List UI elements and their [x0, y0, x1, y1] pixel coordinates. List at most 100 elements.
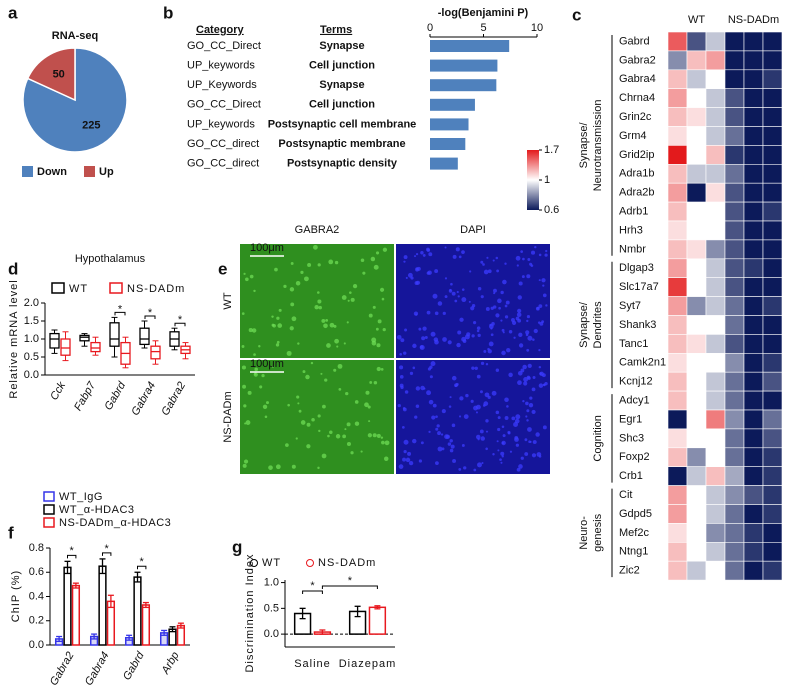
significance-label: *: [178, 314, 183, 326]
cell-speck: [432, 293, 438, 299]
y-tick-label: 1.0: [264, 576, 279, 588]
bar: [98, 565, 107, 646]
heatmap-cell: [667, 371, 688, 392]
cell-speck: [415, 404, 420, 409]
cell-speck: [527, 258, 531, 261]
heatmap-cell: [724, 258, 745, 278]
term-label: Synapse: [319, 79, 364, 91]
sig-bracket: [67, 554, 77, 559]
legend-swatch: [43, 491, 55, 502]
cell-speck: [444, 277, 448, 280]
cell-speck: [370, 256, 376, 262]
cell-speck: [434, 311, 439, 316]
cell-speck: [335, 434, 341, 439]
heatmap-cell: [762, 466, 783, 486]
heatmap-cell: [743, 466, 764, 486]
cell-speck: [422, 254, 426, 257]
cell-speck: [432, 403, 437, 408]
heatmap-cell: [724, 220, 745, 241]
cell-speck: [522, 257, 525, 261]
cell-speck: [434, 339, 439, 345]
x-tick-label: Gabrd: [102, 379, 128, 412]
x-tick-label: 5: [480, 22, 486, 34]
heatmap-cell: [686, 560, 707, 581]
heatmap-cell: [705, 277, 726, 297]
cell-speck: [449, 439, 453, 443]
cell-speck: [405, 457, 411, 463]
cell-speck: [241, 365, 246, 370]
cell-speck: [449, 396, 452, 399]
cell-speck: [506, 405, 509, 408]
cell-speck: [382, 247, 388, 252]
cell-speck: [375, 327, 379, 331]
bar: [430, 40, 510, 52]
cell-speck: [485, 362, 489, 366]
cell-speck: [300, 420, 306, 425]
heatmap-cell: [705, 315, 726, 335]
cell-speck: [452, 254, 457, 259]
gene-label: Grin2c: [619, 111, 652, 123]
scale-bar-label: 100μm: [250, 242, 284, 254]
cell-speck: [276, 340, 280, 344]
y-tick-label: 0.8: [29, 542, 44, 554]
cell-speck: [444, 434, 449, 440]
group-label: Synapse/: [578, 301, 590, 348]
heatmap-cell: [724, 88, 745, 108]
gene-label: Adcy1: [619, 394, 650, 406]
cell-speck: [500, 319, 503, 322]
cell-speck: [277, 323, 283, 328]
cell-speck: [429, 375, 433, 379]
cell-speck: [469, 270, 472, 273]
cell-speck: [477, 462, 482, 468]
heatmap-cell: [743, 504, 764, 524]
heatmap-cell: [762, 334, 783, 354]
heatmap-cell: [762, 296, 783, 316]
cell-speck: [314, 305, 319, 310]
cell-speck: [527, 335, 533, 341]
chart-title: Hypothalamus: [75, 253, 146, 265]
heatmap-cell: [724, 485, 745, 505]
bar: [71, 584, 81, 646]
gene-label: Foxp2: [619, 451, 650, 463]
cell-speck: [311, 417, 315, 422]
heatmap-cell: [762, 182, 783, 203]
cell-speck: [448, 405, 452, 408]
heatmap-cell: [743, 31, 764, 52]
panel-label: f: [8, 523, 14, 542]
cell-speck: [295, 437, 298, 440]
heatmap-cell: [667, 126, 688, 146]
heatmap-cell: [724, 447, 745, 467]
x-tick-label: Gabrd: [121, 649, 147, 682]
cell-speck: [491, 390, 497, 396]
heatmap-cell: [743, 371, 764, 392]
cell-speck: [245, 420, 251, 425]
cell-speck: [525, 401, 529, 406]
cell-speck: [480, 361, 485, 366]
cell-speck: [495, 368, 500, 372]
micrograph: [396, 244, 550, 358]
panel-label: d: [8, 259, 18, 278]
cell-speck: [419, 344, 425, 350]
heatmap-cell: [667, 560, 688, 581]
cell-speck: [485, 430, 489, 433]
cell-speck: [329, 430, 333, 435]
heatmap-cell: [762, 258, 783, 278]
cell-speck: [473, 321, 477, 325]
y-tick-label: 1.0: [24, 333, 39, 345]
category-source: UP_keywords: [187, 60, 255, 72]
heatmap-cell: [724, 145, 745, 165]
cell-speck: [245, 277, 249, 282]
cell-speck: [400, 338, 405, 343]
heatmap-cell: [762, 164, 783, 184]
cell-speck: [262, 404, 268, 409]
heatmap-cell: [724, 296, 745, 316]
box: [139, 327, 150, 346]
legend-marker: [306, 559, 314, 567]
term-label: Synapse: [319, 40, 364, 52]
heatmap-cell: [705, 182, 726, 203]
heatmap-cell: [686, 390, 707, 411]
cell-speck: [508, 330, 513, 334]
panel-label: a: [8, 3, 18, 22]
heatmap-cell: [705, 31, 726, 52]
legend-label: Down: [37, 166, 67, 178]
